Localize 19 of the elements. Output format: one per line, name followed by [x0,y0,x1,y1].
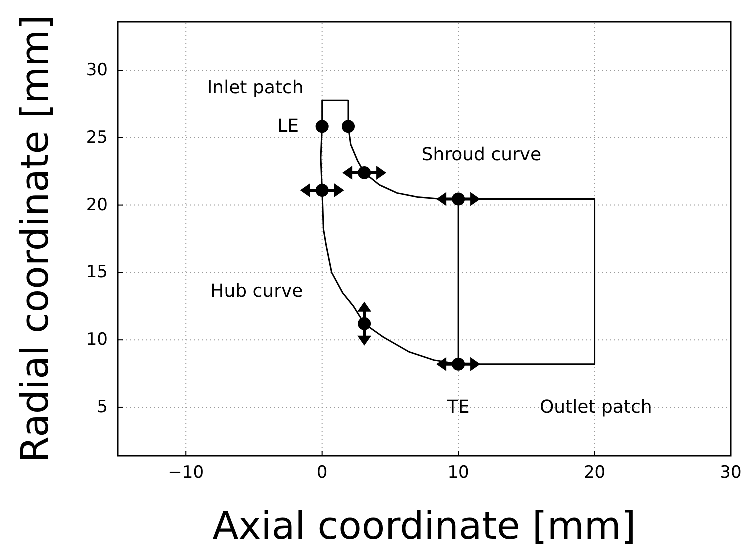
x-tick-label: −10 [168,463,204,483]
x-axis-title: Axial coordinate [mm] [212,504,636,548]
y-tick-label: 15 [86,262,108,283]
y-tick-label: 30 [86,60,108,81]
y-tick-label: 25 [86,128,108,148]
annotation: Hub curve [210,281,304,302]
y-tick-label: 5 [97,397,108,418]
x-tick-label: 30 [720,463,742,483]
y-tick-label: 10 [86,330,108,350]
annotation: LE [278,116,299,138]
x-tick-label: 20 [584,463,606,483]
x-tick-label: 0 [316,463,328,483]
annotation: Outlet patch [540,396,652,418]
y-axis-title: Radial coordinate [mm] [13,15,57,463]
x-tick-label: 10 [448,463,470,483]
annotation: Shroud curve [422,144,542,166]
annotation: Inlet patch [207,78,304,99]
annotation: TE [446,396,470,418]
y-tick-label: 20 [86,195,108,216]
